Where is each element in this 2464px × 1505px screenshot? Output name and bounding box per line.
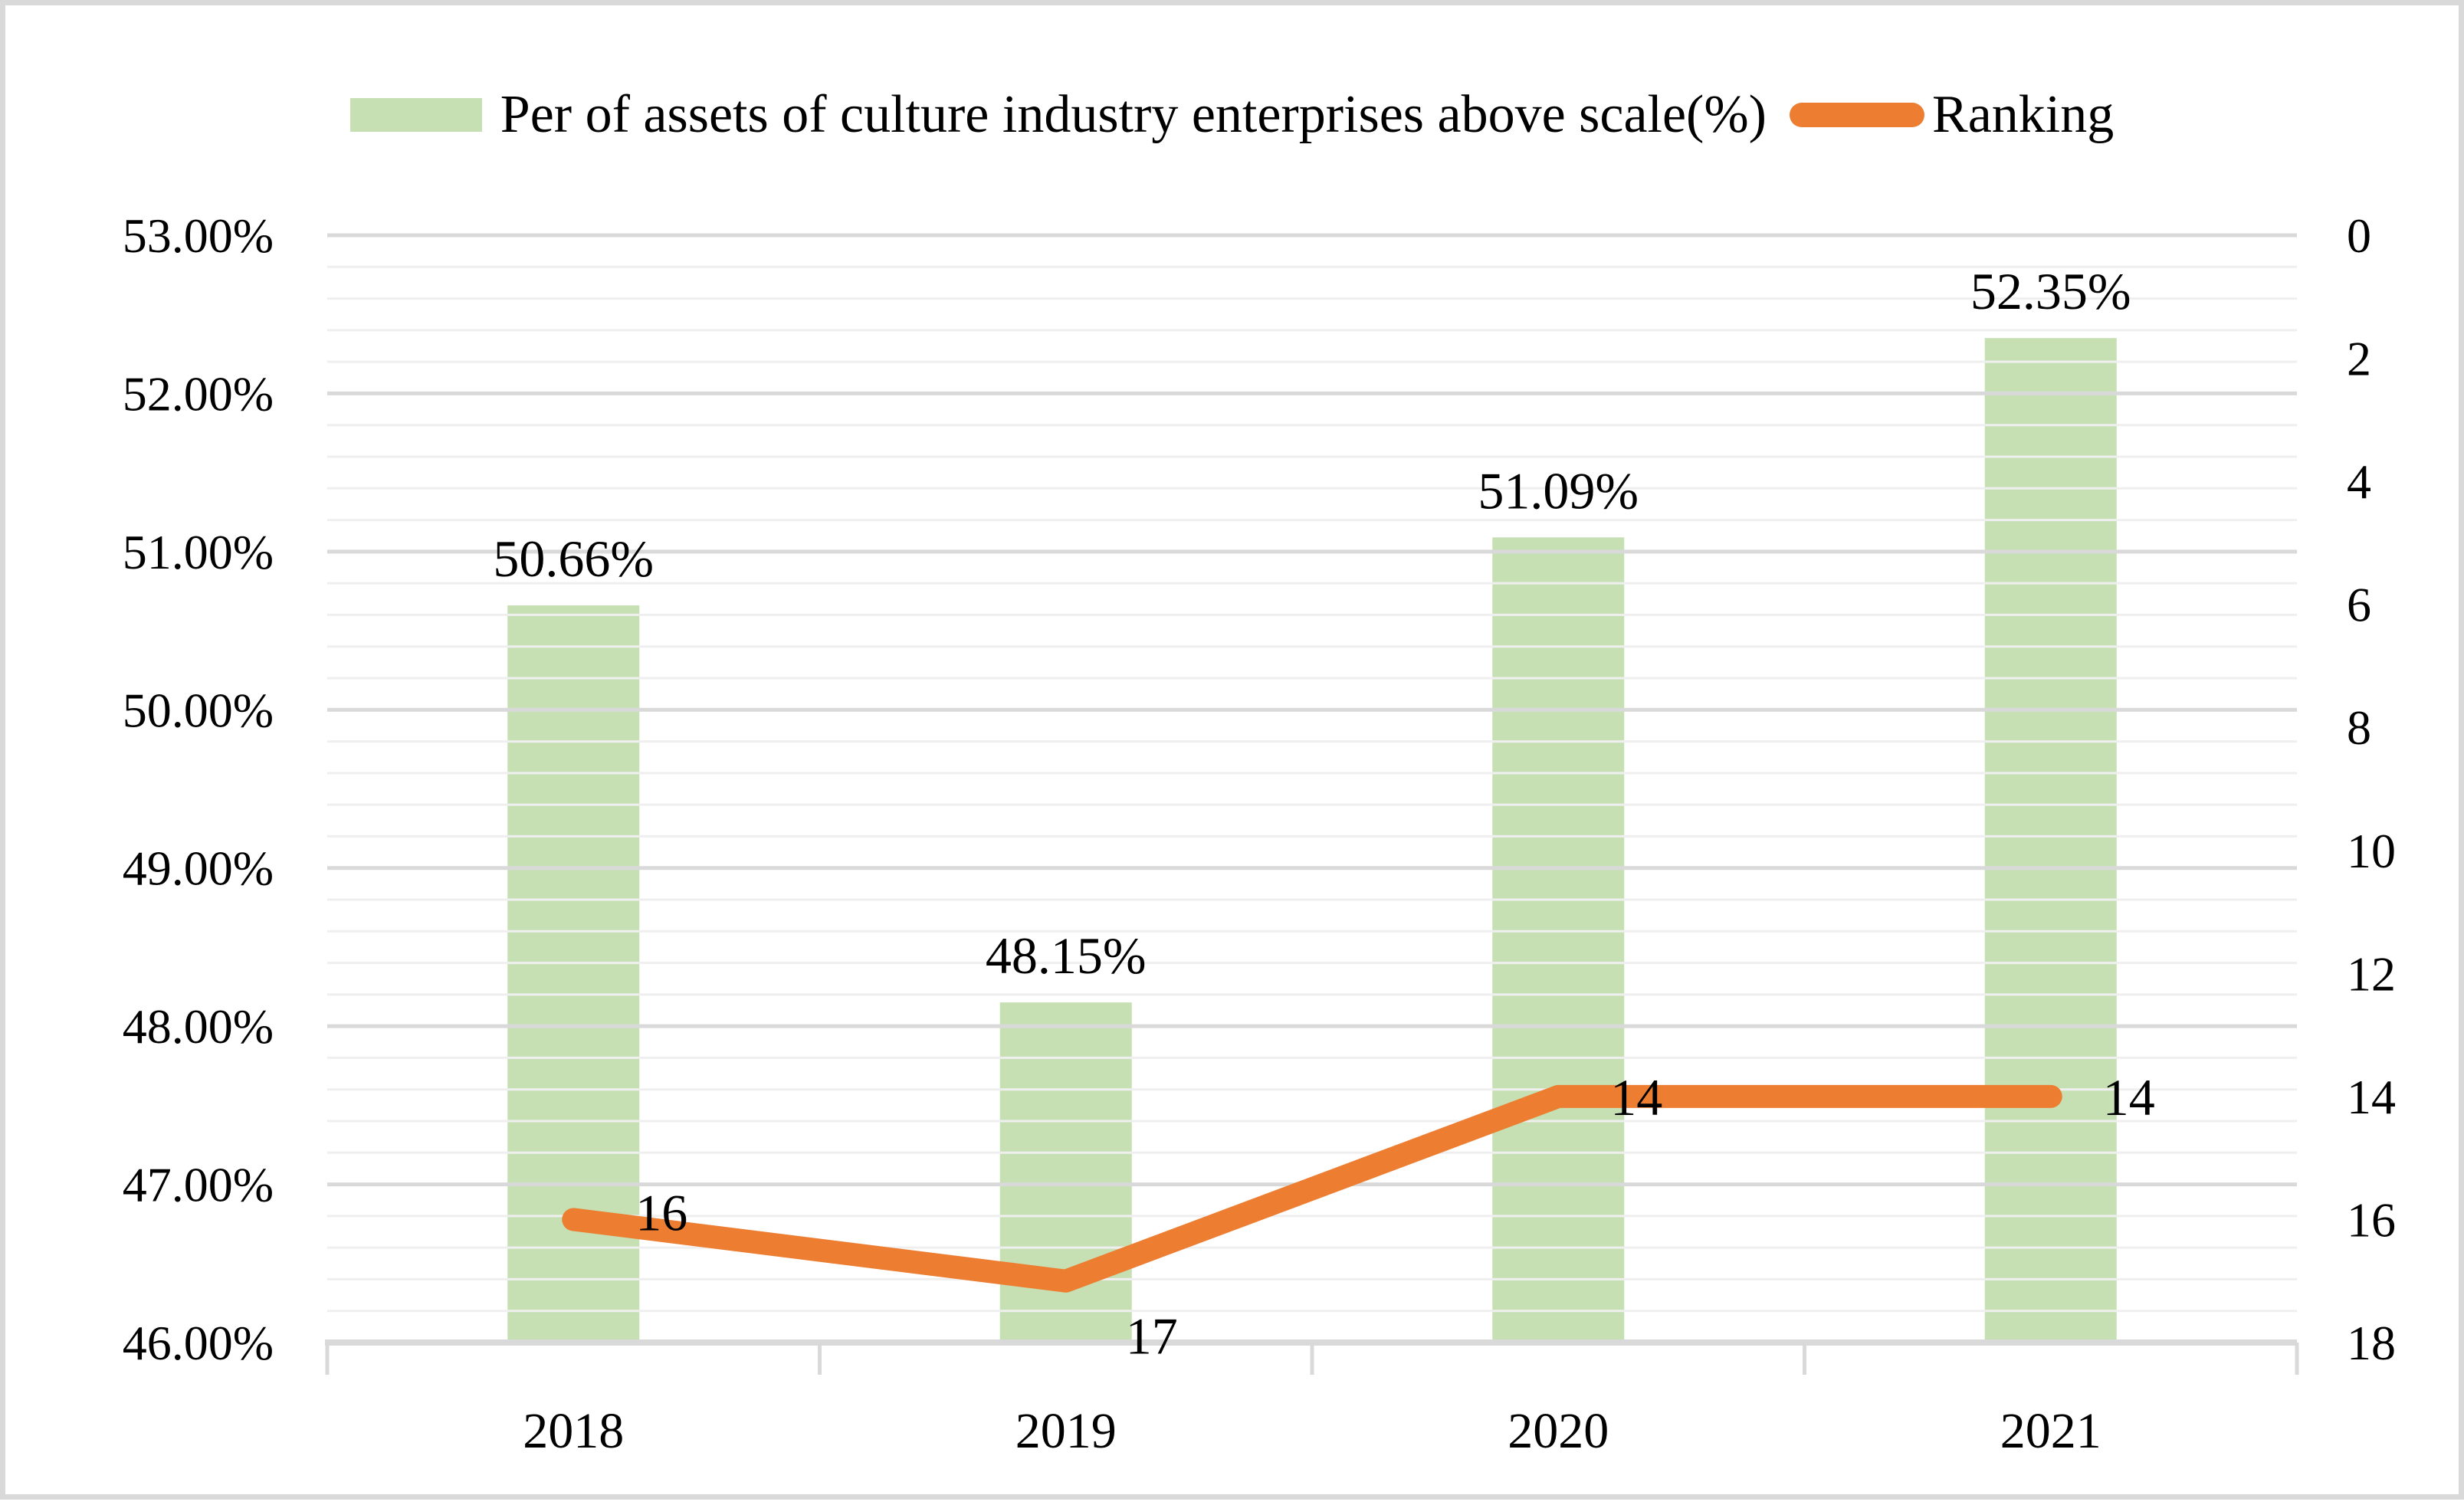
y-axis-right-tick-label: 12 [2347, 946, 2396, 1001]
ranking-line [562, 1084, 2062, 1293]
bar-data-label: 51.09% [1478, 461, 1639, 520]
legend-bar-label: Per of assets of culture industry enterp… [500, 85, 1767, 144]
bar-2021[interactable] [1984, 338, 2117, 1343]
y-axis-left-tick-label: 51.00% [123, 525, 274, 579]
x-axis-category-label: 2020 [1508, 1403, 1609, 1459]
y-axis-right-tick-label: 10 [2347, 824, 2396, 878]
bar-data-label: 52.35% [1970, 262, 2131, 320]
bar-2020[interactable] [1492, 537, 1625, 1343]
y-axis-right-tick-label: 4 [2347, 454, 2371, 509]
y-axis-left-tick-label: 53.00% [123, 208, 274, 263]
bar-data-label: 50.66% [493, 530, 654, 588]
y-axis-left-tick-label: 46.00% [123, 1316, 274, 1370]
x-axis-category-label: 2019 [1015, 1403, 1117, 1459]
combo-chart-plot: 53.00% 52.00% 51.00% 50.00% 49.00% 48.00% 47.0… [123, 208, 2396, 1459]
x-axis-category-label: 2021 [2000, 1403, 2101, 1459]
y-axis-right-tick-label: 0 [2347, 208, 2371, 263]
y-axis-left-tick-label: 47.00% [123, 1158, 274, 1212]
x-axis-category-label: 2018 [523, 1403, 624, 1459]
ranking-data-label: 16 [635, 1183, 687, 1241]
ranking-data-label: 14 [2103, 1068, 2155, 1126]
y-axis-left-tick-label: 50.00% [123, 683, 274, 737]
legend-line-label: Ranking [1932, 85, 2115, 144]
ranking-data-label: 17 [1126, 1307, 1178, 1366]
y-axis-left-tick-label: 49.00% [123, 841, 274, 896]
y-axis-right-tick-label: 6 [2347, 578, 2371, 632]
y-axis-left-tick-label: 52.00% [123, 366, 274, 421]
legend: Per of assets of culture industry enterp… [5, 73, 2459, 157]
y-axis-right-tick-label: 14 [2347, 1070, 2396, 1124]
y-axis-right-tick-label: 16 [2347, 1192, 2396, 1247]
bar-data-label: 48.15% [986, 926, 1147, 985]
y-axis-left-tick-label: 48.00% [123, 999, 274, 1054]
legend-bar-swatch-icon [349, 98, 482, 132]
y-axis-right-tick-label: 2 [2347, 332, 2371, 386]
legend-line-swatch-icon [1790, 103, 1924, 127]
y-axis-right-tick-label: 18 [2347, 1316, 2396, 1370]
y-axis-right-tick-label: 8 [2347, 700, 2371, 755]
ranking-data-label: 14 [1610, 1068, 1662, 1126]
